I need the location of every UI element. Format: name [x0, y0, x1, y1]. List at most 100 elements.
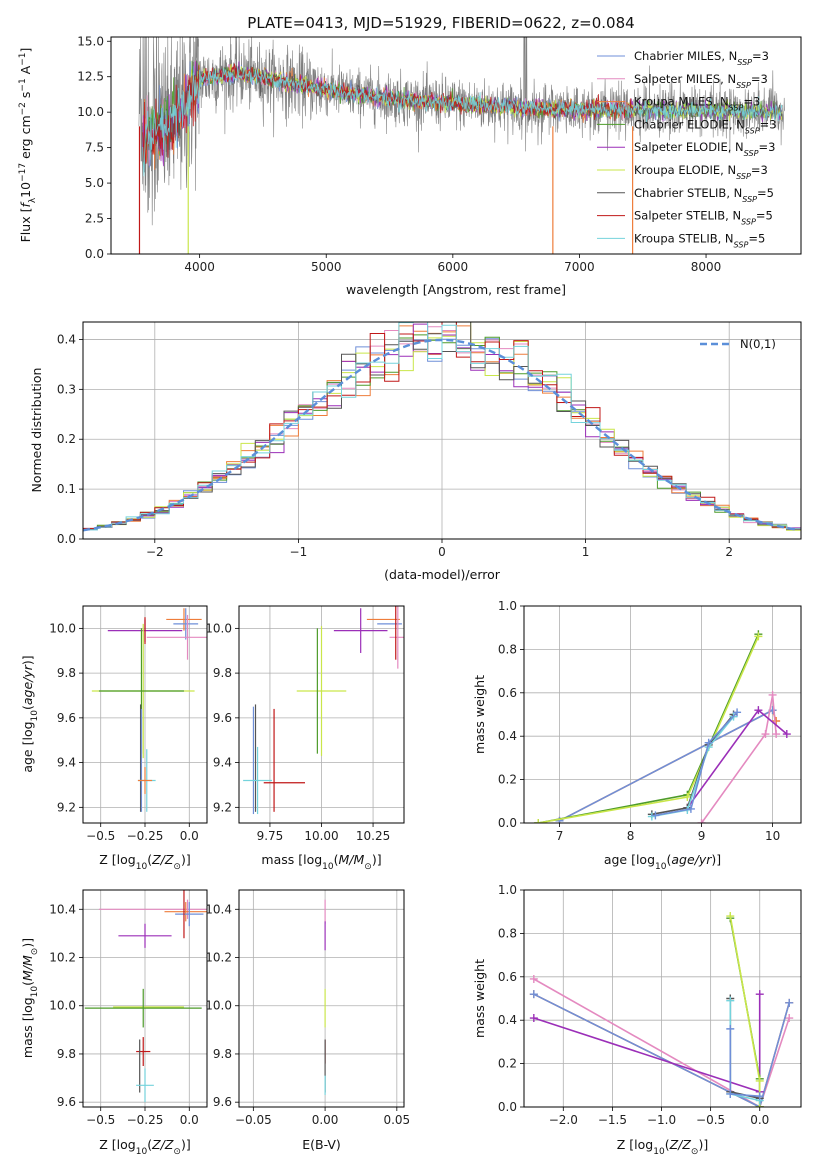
legend-entry-normal: N(0,1) [740, 337, 776, 351]
chart-title: PLATE=0413, MJD=51929, FIBERID=0622, z=0… [247, 14, 634, 32]
x-axis-label: (data-model)/error [384, 567, 501, 582]
data-point-chabrier_miles [755, 1092, 764, 1101]
x-tick-label: −0.25 [127, 1113, 164, 1127]
plot-area [243, 606, 404, 815]
y-axis-label: mass [log10(M/M⊙)] [20, 938, 40, 1058]
y-tick-label: 9.8 [57, 666, 76, 680]
legend: Chabrier MILES, NSSP=3 Salpeter MILES, NS… [597, 49, 777, 249]
y-tick-label: 10.0 [205, 621, 232, 635]
axes-age_vs_mass: 9.75 10.00 10.25 9.2 9.4 9.6 9.8 10.0 [205, 605, 405, 843]
series-line-chabrier_elodie [729, 918, 761, 1107]
axes-frame [82, 321, 802, 540]
x-tick-label: −1.5 [598, 1113, 627, 1127]
series-line-chabrier_elodie [538, 633, 760, 823]
series-line-salpeter_elodie [686, 709, 788, 809]
axes-spectrum: 4000 5000 6000 7000 8000 0.0 2.5 5.0 7.5 10.0 12.5… [77, 34, 802, 274]
x-tick-label: 0.05 [383, 1113, 410, 1127]
data-point-salpeter_miles [697, 819, 706, 823]
axes-frame [238, 889, 405, 1108]
plot-area [84, 890, 207, 1103]
axes-frame [523, 605, 802, 824]
series-line-chabrier_miles [729, 1028, 760, 1097]
x-tick-label: −0.05 [235, 1113, 272, 1127]
plot-area [83, 322, 801, 533]
x-tick-label: 9.75 [257, 829, 284, 843]
x-axis-label: Z [log10(Z/Z⊙)] [617, 1137, 708, 1157]
y-tick-label: 0.2 [498, 1057, 517, 1071]
legend-entry-chabrier_stelib: Chabrier STELIB, NSSP=5 [634, 186, 774, 204]
y-tick-label: 9.2 [57, 800, 76, 814]
x-tick-label: 6000 [438, 260, 469, 274]
axes-frame [523, 889, 802, 1108]
x-tick-label: 2 [725, 545, 733, 559]
x-axis-label: E(B-V) [302, 1137, 341, 1152]
data-point-salpeter_elodie [754, 706, 763, 715]
legend-entry-kroupa_miles: Kroupa MILES, NSSP=3 [634, 95, 760, 113]
legend-entry-salpeter_miles: Salpeter MILES, NSSP=3 [634, 72, 768, 90]
y-tick-label: 10.0 [77, 105, 104, 119]
x-tick-label: 7 [556, 829, 564, 843]
y-tick-label: 9.4 [213, 756, 232, 770]
data-point-chabrier_miles [651, 811, 660, 820]
series-line-kroupa_elodie [538, 636, 760, 823]
data-point-salpeter_elodie [782, 730, 791, 739]
y-tick-label: 0.2 [498, 773, 517, 787]
data-point-chabrier_miles [785, 998, 794, 1007]
y-tick-label: 10.0 [205, 999, 232, 1013]
series-line-salpeter_miles [700, 694, 777, 823]
axes-frame [110, 36, 802, 255]
y-tick-label: 7.5 [85, 141, 104, 155]
data-point-salpeter_miles [785, 1014, 794, 1023]
y-tick-label: 0.0 [498, 1100, 517, 1114]
series-line-chabrier_miles [559, 709, 773, 822]
axes-frame [238, 605, 405, 824]
y-tick-label: 9.6 [57, 1095, 76, 1109]
x-tick-label: −1.0 [647, 1113, 676, 1127]
y-axis-label: Flux [fλ10−17 erg cm−2 s−1 A−1] [18, 48, 38, 243]
x-tick-label: 8 [627, 829, 635, 843]
data-point-kroupa_elodie [754, 632, 763, 641]
legend-entry-chabrier_miles: Chabrier MILES, NSSP=3 [634, 49, 769, 67]
data-point-kroupa_stelib [726, 996, 735, 1005]
normal-curve [83, 338, 799, 532]
data-point-salpeter_miles [772, 730, 781, 739]
y-tick-label: 9.6 [213, 1095, 232, 1109]
data-point-chabrier_miles [733, 708, 742, 717]
y-tick-label: 9.8 [213, 1047, 232, 1061]
data-point-salpeter_elodie [755, 990, 764, 999]
y-tick-label: 2.5 [85, 212, 104, 226]
y-tick-label: 10.4 [49, 902, 76, 916]
y-tick-label: 10.2 [49, 951, 76, 965]
x-tick-label: 10.00 [304, 829, 338, 843]
y-tick-label: 0.6 [498, 686, 517, 700]
data-point-kroupa_elodie [755, 1076, 764, 1085]
x-tick-label: 9 [698, 829, 706, 843]
y-tick-label: 0.0 [57, 532, 76, 546]
plot-area [529, 912, 794, 1107]
y-tick-label: 9.2 [213, 800, 232, 814]
x-tick-label: 0.0 [180, 829, 199, 843]
y-tick-label: 0.8 [498, 926, 517, 940]
series-line-salpeter_miles [533, 978, 790, 1107]
x-axis-label: age [log10(age/yr)] [604, 852, 721, 872]
data-point-salpeter_miles [761, 730, 770, 739]
plot-area [91, 608, 207, 812]
x-tick-label: 0.00 [312, 1113, 339, 1127]
model-spectrum-kroupa_stelib [142, 67, 783, 177]
x-axis-label: mass [log10(M/M⊙)] [261, 852, 381, 872]
data-point-kroupa_elodie [534, 819, 543, 823]
series-line-kroupa_elodie [729, 915, 761, 1107]
x-tick-label: 10 [765, 829, 780, 843]
x-axis-label: wavelength [Angstrom, rest frame] [346, 282, 566, 297]
y-tick-label: 9.8 [213, 666, 232, 680]
legend-entry-salpeter_stelib: Salpeter STELIB, NSSP=5 [634, 209, 773, 227]
legend-entry-kroupa_stelib: Kroupa STELIB, NSSP=5 [634, 231, 765, 249]
x-tick-label: −0.5 [86, 829, 115, 843]
x-tick-label: 0.0 [180, 1113, 199, 1127]
axes-weight_vs_Z: −2.0 −1.5 −1.0 −0.5 0.0 0.0 0.2 0.4 0.6 0.8 1.0 [498, 883, 802, 1127]
data-point-salpeter_miles [529, 974, 538, 983]
x-tick-label: 0.0 [750, 1113, 769, 1127]
axes-weight_vs_age: 7 8 9 10 0.0 0.2 0.4 0.6 0.8 1.0 [498, 599, 802, 843]
x-tick-label: 10.25 [356, 829, 390, 843]
